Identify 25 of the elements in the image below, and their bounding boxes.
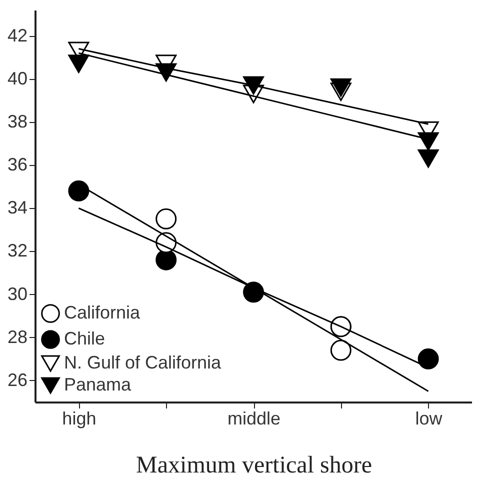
- y-tick-label: 32: [7, 240, 28, 261]
- legend-label: N. Gulf of California: [64, 352, 222, 372]
- point: [330, 78, 352, 97]
- y-tick-label: 36: [7, 154, 28, 175]
- x-tick-label: low: [415, 408, 444, 428]
- x-tick-label: middle: [227, 408, 281, 428]
- point: [418, 149, 439, 168]
- y-tick-label: 40: [7, 68, 28, 88]
- x-tick-label: high: [62, 408, 96, 428]
- point: [156, 249, 177, 270]
- point: [68, 180, 90, 202]
- x-axis-title: Maximum vertical shore: [136, 452, 372, 478]
- legend-label: California: [64, 302, 142, 322]
- y-tick-label: 34: [7, 198, 28, 218]
- y-tick-label: 26: [7, 370, 28, 390]
- y-tick-label: 38: [7, 112, 28, 132]
- legend-label: Panama: [64, 374, 132, 394]
- point: [68, 54, 90, 74]
- point: [418, 132, 439, 151]
- legend-label: Chile: [64, 328, 106, 348]
- point: [243, 76, 264, 95]
- y-tick-label: 30: [7, 284, 28, 304]
- y-tick-label: 28: [7, 326, 28, 347]
- point: [418, 348, 439, 370]
- y-tick-label: 42: [7, 25, 28, 46]
